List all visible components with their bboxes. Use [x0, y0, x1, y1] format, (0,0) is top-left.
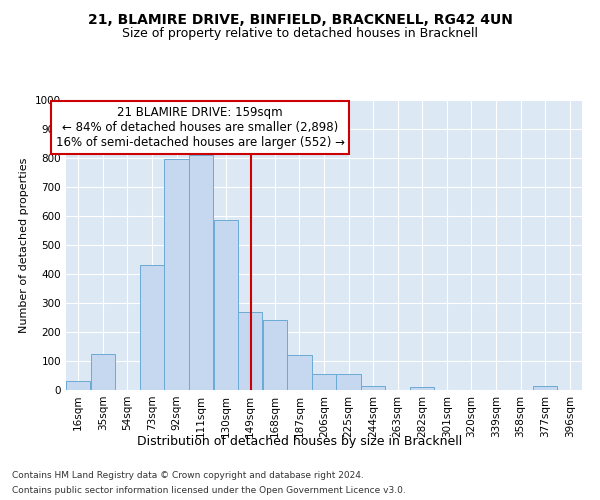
Text: Contains public sector information licensed under the Open Government Licence v3: Contains public sector information licen… [12, 486, 406, 495]
Bar [361, 386, 385, 390]
Bar [312, 374, 336, 390]
Bar [287, 355, 311, 390]
Bar [140, 266, 164, 390]
Bar [410, 387, 434, 390]
Bar [214, 220, 238, 390]
Text: 21, BLAMIRE DRIVE, BINFIELD, BRACKNELL, RG42 4UN: 21, BLAMIRE DRIVE, BINFIELD, BRACKNELL, … [88, 12, 512, 26]
Bar [337, 374, 361, 390]
Bar [189, 155, 214, 390]
Text: Contains HM Land Registry data © Crown copyright and database right 2024.: Contains HM Land Registry data © Crown c… [12, 471, 364, 480]
Y-axis label: Number of detached properties: Number of detached properties [19, 158, 29, 332]
Bar [238, 312, 262, 390]
Bar [263, 320, 287, 390]
Bar [66, 382, 91, 390]
Text: Size of property relative to detached houses in Bracknell: Size of property relative to detached ho… [122, 28, 478, 40]
Text: 21 BLAMIRE DRIVE: 159sqm
← 84% of detached houses are smaller (2,898)
16% of sem: 21 BLAMIRE DRIVE: 159sqm ← 84% of detach… [56, 106, 344, 149]
Bar [533, 386, 557, 390]
Bar [164, 160, 189, 390]
Text: Distribution of detached houses by size in Bracknell: Distribution of detached houses by size … [137, 435, 463, 448]
Bar [91, 354, 115, 390]
